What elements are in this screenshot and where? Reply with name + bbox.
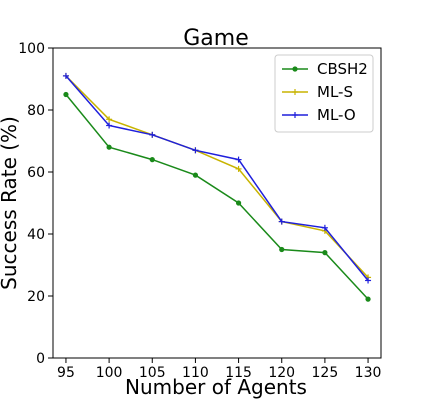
plot-area xyxy=(52,47,382,359)
y-tick-label: 40 xyxy=(27,227,45,243)
x-tick-label: 130 xyxy=(355,365,382,381)
legend-label: ML-S xyxy=(317,83,353,101)
legend-marker xyxy=(292,112,298,118)
y-tick-label: 20 xyxy=(27,289,45,305)
data-point-ml-o xyxy=(235,156,242,163)
series-cbsh2 xyxy=(63,91,371,302)
data-point-cbsh2 xyxy=(149,157,155,163)
data-point-cbsh2 xyxy=(365,296,371,302)
data-point-ml-o xyxy=(278,218,285,225)
legend-marker xyxy=(292,89,298,95)
data-point-ml-o xyxy=(62,72,69,79)
data-point-ml-o xyxy=(321,224,328,231)
y-axis-label: Success Rate (%) xyxy=(0,116,21,290)
plot-frame xyxy=(52,47,382,359)
series-line-cbsh2 xyxy=(65,94,369,300)
x-tick-label: 125 xyxy=(312,365,339,381)
y-tick-label: 60 xyxy=(27,165,45,181)
x-tick-label: 115 xyxy=(225,365,252,381)
y-tick-label: 100 xyxy=(18,41,45,57)
data-point-cbsh2 xyxy=(279,246,285,253)
series-line-ml-s xyxy=(65,75,369,278)
legend-item-ml-s: ML-S xyxy=(282,83,353,101)
x-axis-label: Number of Agents xyxy=(125,375,307,399)
series-layer xyxy=(62,72,372,302)
data-point-cbsh2 xyxy=(235,200,242,206)
y-tick-label: 80 xyxy=(27,103,45,119)
series-line-ml-o xyxy=(65,75,369,281)
data-point-ml-o xyxy=(192,147,199,154)
x-tick-label: 100 xyxy=(96,365,123,381)
x-tick-label: 110 xyxy=(182,365,209,381)
legend-box xyxy=(274,54,374,133)
legend-label: CBSH2 xyxy=(317,60,368,78)
y-axis: 0 20 40 60 80 100 xyxy=(18,41,53,367)
data-point-cbsh2 xyxy=(106,144,112,150)
x-tick-label: 120 xyxy=(268,365,295,381)
chart-title: Game xyxy=(183,26,249,51)
data-point-cbsh2 xyxy=(322,250,328,256)
data-point-ml-s xyxy=(106,116,113,123)
data-point-ml-o xyxy=(365,277,372,284)
series-ml-o xyxy=(62,72,372,284)
x-axis: 95 100 105 110 115 120 125 130 xyxy=(57,358,381,381)
y-tick-label: 0 xyxy=(36,351,45,367)
legend-item-ml-o: ML-O xyxy=(282,106,356,124)
legend-item-cbsh2: CBSH2 xyxy=(282,60,368,78)
legend-label: ML-O xyxy=(317,106,356,124)
data-point-ml-o xyxy=(149,131,156,138)
x-tick-label: 95 xyxy=(57,365,75,381)
data-point-ml-o xyxy=(106,122,113,129)
data-point-cbsh2 xyxy=(192,172,199,178)
legend-marker xyxy=(292,66,298,72)
data-point-cbsh2 xyxy=(63,91,69,98)
x-tick-label: 105 xyxy=(139,365,166,381)
data-point-ml-s xyxy=(235,165,242,172)
legend: CBSH2 ML-S ML-O xyxy=(274,54,374,133)
